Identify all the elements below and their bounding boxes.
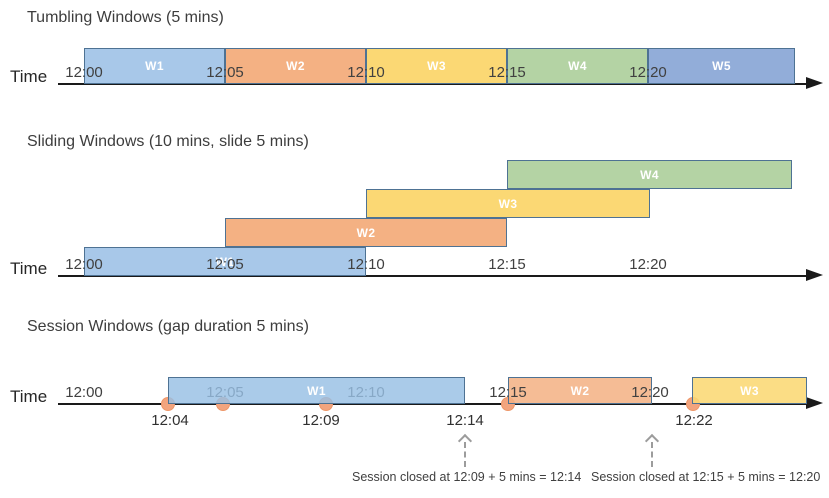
tick-label: 12:20	[629, 64, 667, 81]
tick-label: 12:15	[488, 256, 526, 273]
timeline-arrow-icon	[806, 397, 823, 409]
window-label: W4	[640, 167, 659, 182]
annotation-arrow-line	[464, 442, 466, 467]
window-w1: W1	[168, 377, 465, 404]
window-label: W2	[286, 59, 305, 73]
section-title: Sliding Windows (10 mins, slide 5 mins)	[27, 133, 309, 150]
tick-label: 12:00	[65, 64, 103, 81]
event-time-label: 12:22	[675, 412, 713, 429]
timeline	[58, 275, 806, 277]
tick-label: 12:00	[65, 384, 103, 401]
tick-label: 12:10	[347, 64, 385, 81]
window-label: W1	[215, 254, 235, 269]
annotation-arrow-line	[651, 442, 653, 467]
window-w1: W1	[84, 247, 366, 276]
window-label: W5	[712, 59, 731, 73]
time-axis-label: Time	[10, 67, 48, 86]
tick-label: 12:20	[629, 256, 667, 273]
session-annotation: Session closed at 12:09 + 5 mins = 12:14	[352, 470, 582, 484]
timeline-arrow-icon	[806, 77, 823, 89]
window-w2: W2	[225, 218, 507, 247]
window-w3: W3	[692, 377, 807, 404]
window-label: W4	[568, 59, 587, 73]
section-title: Tumbling Windows (5 mins)	[27, 9, 224, 26]
window-w5: W5	[648, 48, 795, 84]
tick-label: 12:05	[206, 256, 244, 273]
time-axis-label: Time	[10, 387, 48, 406]
window-w2: W2	[225, 48, 366, 84]
window-label: W1	[307, 383, 326, 398]
event-time-label: 12:04	[151, 412, 189, 429]
window-w1: W1	[84, 48, 225, 84]
window-label: W3	[740, 383, 759, 398]
event-time-label: 12:09	[302, 412, 340, 429]
tick-label: 12:10	[347, 256, 385, 273]
tick-label: 12:00	[65, 256, 103, 273]
event-time-label: 12:14	[446, 412, 484, 429]
window-label: W2	[356, 225, 376, 240]
timeline-arrow-icon	[806, 269, 823, 281]
window-w4: W4	[507, 160, 792, 189]
timeline	[58, 83, 806, 85]
section-title: Session Windows (gap duration 5 mins)	[27, 318, 309, 335]
time-axis-label: Time	[10, 259, 48, 278]
window-label: W1	[145, 59, 164, 73]
tick-label: 12:05	[206, 64, 244, 81]
window-label: W3	[427, 59, 446, 73]
timeline	[58, 403, 806, 405]
window-w3: W3	[366, 48, 507, 84]
tick-label: 12:15	[489, 384, 527, 401]
window-w3: W3	[366, 189, 650, 218]
tick-label: 12:20	[631, 384, 669, 401]
window-label: W3	[498, 196, 518, 211]
window-w4: W4	[507, 48, 648, 84]
window-w2: W2	[508, 377, 652, 404]
tick-label: 12:15	[488, 64, 526, 81]
window-label: W2	[570, 383, 590, 398]
session-annotation: Session closed at 12:15 + 5 mins = 12:20	[591, 470, 821, 484]
